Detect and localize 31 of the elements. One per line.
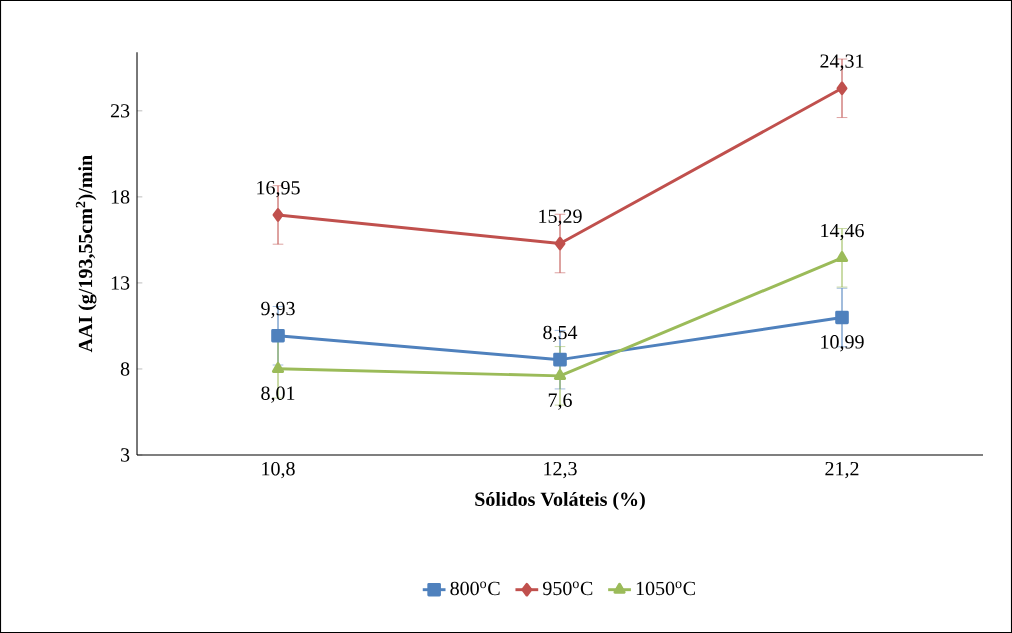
data-label: 8,54 — [543, 325, 578, 343]
point — [271, 328, 285, 343]
data-label: 15,29 — [539, 209, 582, 226]
y-tick-label: 18 — [111, 190, 130, 204]
y-tick-label: 13 — [111, 276, 130, 290]
point — [835, 250, 849, 262]
x-tick-label: 21,2 — [825, 461, 859, 479]
point — [554, 236, 566, 251]
x-axis-title: Sólidos Voláteis (%) — [475, 491, 645, 511]
data-label: 9,93 — [261, 301, 295, 319]
data-label: 24,31 — [820, 54, 864, 71]
point — [272, 208, 284, 222]
y-tick-label: 8 — [120, 362, 130, 376]
point — [553, 352, 567, 367]
legend-label: 1050$^{o}$C — [636, 581, 695, 596]
point — [553, 369, 567, 380]
point — [835, 310, 849, 325]
data-label: 16,95 — [257, 181, 300, 198]
y-axis-title: AAI (g/193,55cm$^{2}$)/min — [75, 155, 97, 353]
legend-label: 950$^{o}$C — [543, 581, 593, 596]
data-label: 7,6 — [548, 393, 572, 410]
point — [271, 361, 285, 373]
data-label: 8,01 — [261, 386, 295, 403]
x-tick-label: 12,3 — [544, 461, 577, 479]
data-label: 14,46 — [821, 223, 864, 241]
legend-label: 800$^{o}$C — [450, 581, 500, 596]
y-tick-label: 3 — [121, 448, 130, 462]
point — [836, 81, 848, 96]
x-tick-label: 10,8 — [262, 461, 295, 479]
y-tick-label: 23 — [110, 104, 130, 118]
data-label: 10,99 — [821, 335, 864, 352]
